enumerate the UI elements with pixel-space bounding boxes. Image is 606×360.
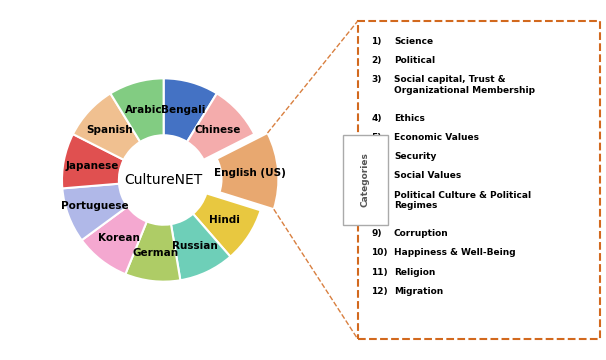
Wedge shape	[193, 193, 261, 257]
Text: 11): 11)	[371, 267, 388, 276]
Text: Migration: Migration	[394, 287, 443, 296]
Text: Korean: Korean	[98, 233, 139, 243]
Text: Russian: Russian	[172, 241, 218, 251]
Wedge shape	[62, 134, 124, 188]
Text: Categories: Categories	[361, 153, 370, 207]
Text: Happiness & Well-Being: Happiness & Well-Being	[394, 248, 516, 257]
Wedge shape	[82, 207, 147, 274]
Text: Ethics: Ethics	[394, 114, 425, 123]
Text: CultureNET: CultureNET	[124, 173, 203, 187]
Text: Science: Science	[394, 37, 433, 46]
Wedge shape	[187, 93, 255, 160]
Text: 1): 1)	[371, 37, 382, 46]
Text: 2): 2)	[371, 56, 382, 65]
FancyBboxPatch shape	[358, 21, 600, 339]
Text: Economic Values: Economic Values	[394, 133, 479, 142]
Text: 12): 12)	[371, 287, 388, 296]
Text: Arabic: Arabic	[125, 104, 162, 114]
Text: Hindi: Hindi	[210, 215, 241, 225]
Wedge shape	[164, 78, 217, 142]
Text: Chinese: Chinese	[195, 125, 241, 135]
Text: Political: Political	[394, 56, 435, 65]
Wedge shape	[62, 184, 128, 240]
Text: 6): 6)	[371, 152, 382, 161]
Text: Religion: Religion	[394, 267, 435, 276]
Wedge shape	[125, 221, 181, 282]
Text: Spanish: Spanish	[87, 125, 133, 135]
Text: 7): 7)	[371, 171, 382, 180]
Text: Security: Security	[394, 152, 436, 161]
Text: Portuguese: Portuguese	[61, 201, 129, 211]
Wedge shape	[73, 93, 140, 160]
Text: Japanese: Japanese	[65, 161, 119, 171]
Text: English (US): English (US)	[214, 168, 285, 178]
Text: 10): 10)	[371, 248, 388, 257]
Text: Social capital, Trust &
Organizational Membership: Social capital, Trust & Organizational M…	[394, 75, 535, 95]
Wedge shape	[110, 78, 164, 142]
Text: 8): 8)	[371, 190, 382, 199]
Wedge shape	[171, 214, 230, 280]
Text: 3): 3)	[371, 75, 382, 84]
Text: 4): 4)	[371, 114, 382, 123]
Text: Corruption: Corruption	[394, 229, 448, 238]
Text: 5): 5)	[371, 133, 382, 142]
Wedge shape	[217, 133, 278, 209]
Text: Political Culture & Political
Regimes: Political Culture & Political Regimes	[394, 190, 531, 210]
Text: Social Values: Social Values	[394, 171, 461, 180]
Text: Bengali: Bengali	[161, 104, 205, 114]
Text: German: German	[133, 248, 179, 258]
Text: 9): 9)	[371, 229, 382, 238]
